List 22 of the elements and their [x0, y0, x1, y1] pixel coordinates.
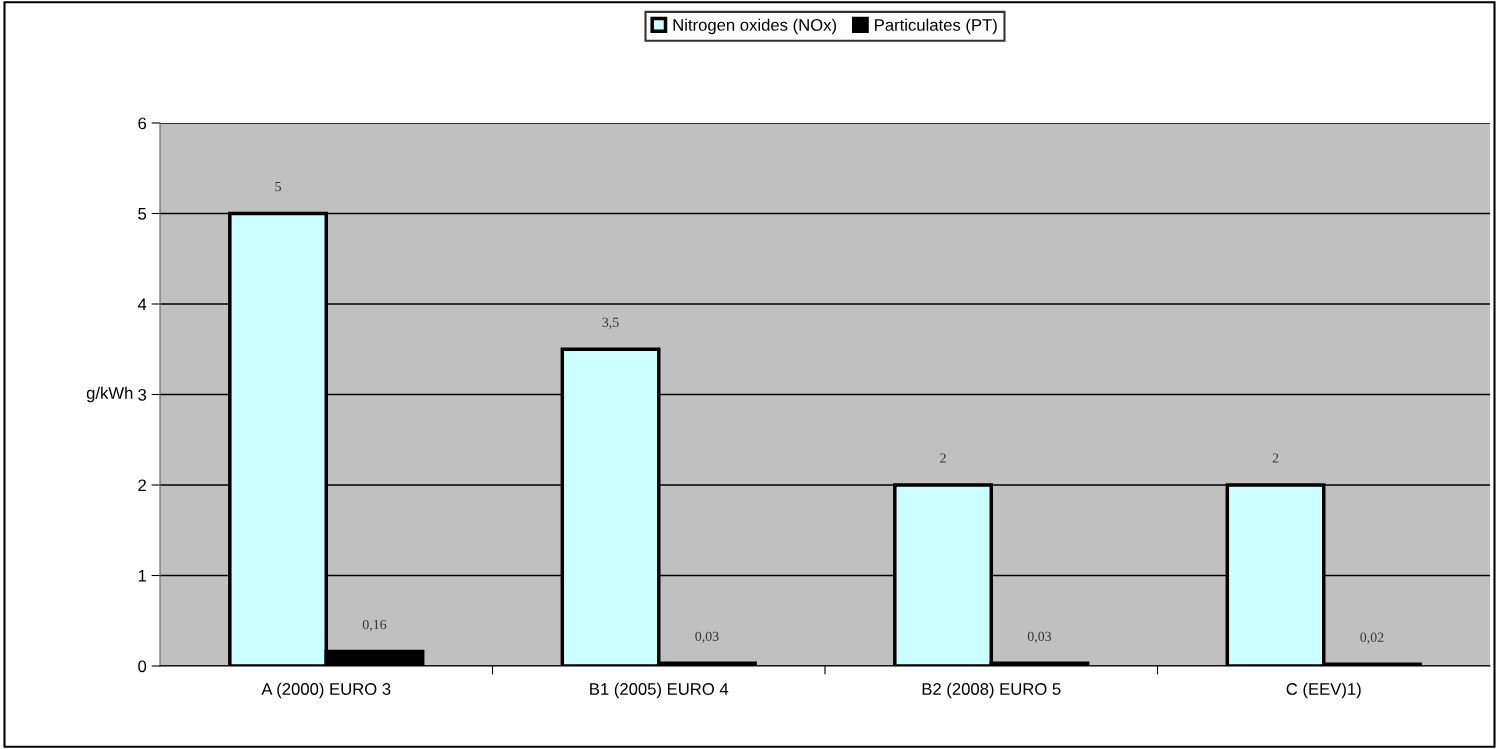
y-tick-label: 5: [138, 208, 147, 220]
x-tick-label: A (2000) EURO 3: [261, 682, 391, 699]
data-label: 0,02: [1360, 632, 1384, 644]
y-tick-label: 0: [138, 660, 147, 673]
legend-label: Particulates (PT): [875, 18, 997, 35]
y-axis-title: g/kWh: [86, 386, 133, 403]
data-label: 2: [1272, 453, 1279, 463]
data-label: 0,03: [1027, 631, 1052, 644]
x-tick-label: B2 (2008) EURO 5: [922, 682, 1061, 699]
data-label: 0,03: [695, 631, 719, 644]
x-tick-label: B1 (2005) EURO 4: [590, 682, 729, 699]
y-tick-label: 3: [138, 388, 147, 401]
data-label: 2: [940, 453, 946, 463]
y-tick-label: 4: [137, 298, 147, 311]
x-tick-label: C (EEV)1): [1286, 682, 1361, 699]
data-label: 3,5: [602, 317, 619, 329]
data-label: 0,16: [362, 619, 387, 632]
y-tick-label: 1: [138, 570, 146, 582]
y-tick-label: 6: [138, 117, 147, 130]
data-label: 5: [275, 182, 281, 192]
y-tick-label: 2: [138, 479, 146, 492]
legend-label: Nitrogen oxides (NOx): [673, 18, 837, 35]
